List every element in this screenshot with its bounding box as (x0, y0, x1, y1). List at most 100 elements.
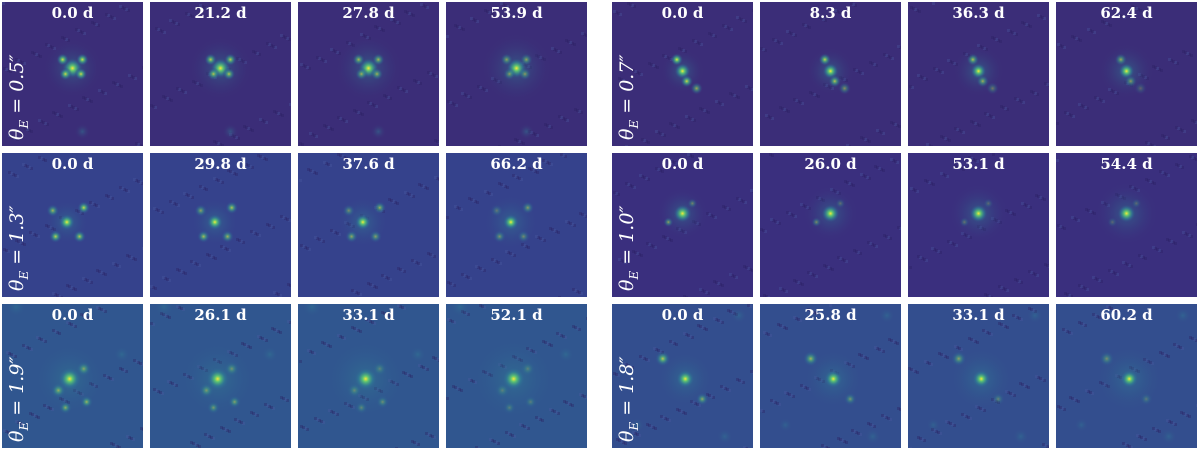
noise-pixel (543, 239, 546, 242)
noise-pixel (403, 307, 406, 310)
noise-pixel (935, 430, 938, 433)
lensed-point-image (502, 67, 516, 81)
noise-pixel (769, 153, 772, 156)
noise-pixel (31, 51, 34, 54)
noise-pixel (889, 56, 892, 59)
noise-pixel (210, 436, 213, 439)
noise-pixel (82, 277, 85, 280)
noise-pixel (825, 446, 828, 448)
noise-pixel (619, 13, 622, 16)
noise-pixel (648, 424, 651, 427)
noise-pixel (750, 370, 753, 373)
lens-image (446, 153, 587, 297)
lensed-point-image (835, 198, 846, 209)
noise-pixel (724, 206, 727, 209)
noise-pixel (1056, 122, 1059, 125)
lens-image-panel: 53.9 d (446, 2, 587, 146)
noise-pixel (61, 36, 64, 39)
noise-pixel (150, 285, 153, 288)
noise-pixel (792, 395, 795, 398)
noise-pixel (252, 231, 255, 234)
noise-pixel (1002, 287, 1005, 290)
noise-pixel (273, 110, 276, 113)
noise-pixel (769, 334, 772, 337)
epoch-label: 25.8 d (804, 306, 857, 324)
noise-pixel (420, 365, 423, 368)
lens-image-panel: 25.8 d (760, 304, 901, 448)
noise-pixel (708, 213, 711, 216)
noise-pixel (477, 85, 480, 88)
noise-pixel (560, 334, 563, 337)
noise-pixel (1016, 316, 1019, 319)
noise-pixel (418, 364, 421, 367)
lensed-point-image (50, 382, 67, 399)
noise-pixel (846, 144, 849, 146)
noise-pixel (1186, 414, 1189, 417)
noise-pixel (371, 321, 374, 324)
noise-pixel (277, 112, 280, 115)
noise-pixel (357, 329, 360, 332)
noise-pixel (481, 305, 484, 308)
noise-pixel (827, 266, 830, 269)
noise-pixel (1158, 430, 1161, 433)
noise-pixel (1068, 113, 1071, 116)
noise-pixel (234, 418, 237, 421)
noise-pixel (40, 338, 43, 341)
noise-pixel (72, 287, 75, 290)
noise-pixel (1018, 280, 1021, 283)
noise-pixel (921, 257, 924, 260)
noise-pixel (105, 13, 108, 16)
noise-pixel (231, 171, 234, 174)
noise-pixel (801, 283, 804, 286)
noise-pixel (42, 121, 45, 124)
noise-pixel (807, 271, 810, 274)
noise-pixel (299, 142, 302, 145)
noise-pixel (868, 140, 871, 143)
noise-pixel (70, 105, 73, 108)
noise-pixel (765, 295, 768, 297)
noise-pixel (908, 367, 911, 370)
noise-pixel (251, 166, 254, 169)
field-source (6, 304, 27, 317)
noise-pixel (890, 339, 893, 342)
noise-pixel (1043, 17, 1046, 20)
field-source (74, 123, 91, 140)
noise-pixel (112, 262, 115, 265)
noise-pixel (470, 17, 473, 20)
noise-pixel (638, 434, 641, 437)
noise-pixel (261, 337, 264, 340)
field-source (409, 346, 426, 363)
noise-pixel (66, 321, 69, 324)
noise-pixel (505, 431, 508, 434)
noise-pixel (712, 215, 715, 218)
noise-pixel (1108, 269, 1111, 272)
noise-pixel (897, 407, 900, 410)
noise-pixel (572, 325, 575, 328)
noise-pixel (463, 93, 466, 96)
noise-pixel (318, 238, 321, 241)
noise-pixel (97, 205, 100, 208)
noise-pixel (613, 372, 616, 375)
noise-pixel (166, 97, 169, 100)
noise-pixel (710, 214, 713, 217)
noise-pixel (876, 347, 879, 350)
noise-pixel (39, 55, 42, 58)
noise-pixel (958, 129, 961, 132)
noise-pixel (671, 123, 674, 126)
noise-pixel (463, 274, 466, 277)
lensed-point-image (371, 53, 385, 67)
noise-pixel (527, 246, 530, 249)
noise-pixel (417, 443, 420, 446)
noise-pixel (631, 366, 634, 369)
noise-pixel (1135, 7, 1138, 10)
lens-image-panel: 53.1 d (908, 153, 1049, 297)
noise-pixel (1011, 393, 1014, 396)
noise-pixel (924, 360, 927, 363)
noise-pixel (249, 165, 252, 168)
noise-pixel (960, 130, 963, 133)
noise-pixel (937, 431, 940, 434)
noise-pixel (569, 41, 572, 44)
noise-pixel (152, 105, 155, 108)
noise-pixel (72, 106, 75, 109)
noise-pixel (639, 174, 642, 177)
